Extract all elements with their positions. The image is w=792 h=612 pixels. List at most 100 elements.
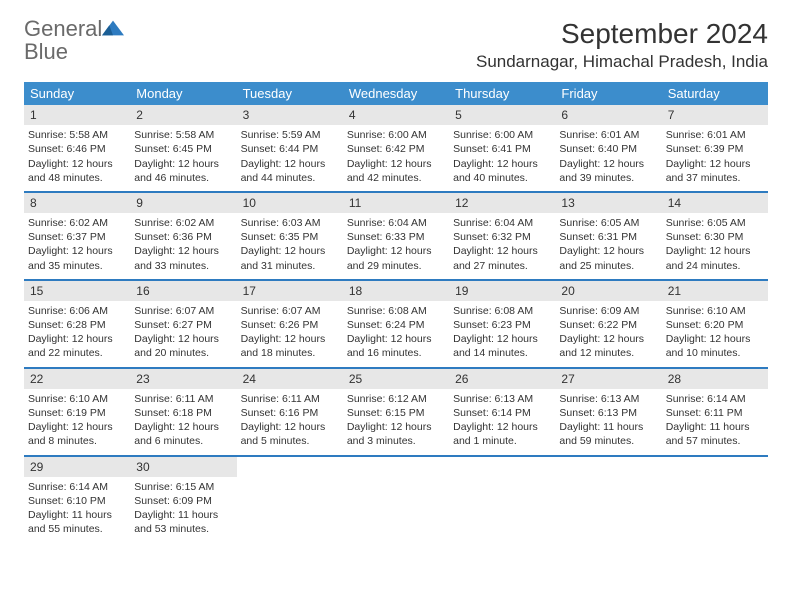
calendar-day-cell: 19 Sunrise: 6:08 AMSunset: 6:23 PMDayligh… — [449, 281, 555, 369]
calendar-week-row: 22 Sunrise: 6:10 AMSunset: 6:19 PMDayligh… — [24, 369, 768, 457]
calendar-day-cell: 24 Sunrise: 6:11 AMSunset: 6:16 PMDayligh… — [237, 369, 343, 457]
day-number: 26 — [449, 369, 555, 389]
day-number: 6 — [555, 105, 661, 125]
calendar-day-cell: 27 Sunrise: 6:13 AMSunset: 6:13 PMDayligh… — [555, 369, 661, 457]
day-number: 18 — [343, 281, 449, 301]
day-number: 19 — [449, 281, 555, 301]
calendar-day-cell: 4 Sunrise: 6:00 AMSunset: 6:42 PMDaylight… — [343, 105, 449, 193]
day-number: 21 — [662, 281, 768, 301]
calendar-day-cell: 25 Sunrise: 6:12 AMSunset: 6:15 PMDayligh… — [343, 369, 449, 457]
calendar-day-cell: 1 Sunrise: 5:58 AMSunset: 6:46 PMDaylight… — [24, 105, 130, 193]
calendar-day-cell: 17 Sunrise: 6:07 AMSunset: 6:26 PMDayligh… — [237, 281, 343, 369]
calendar-week-row: 8 Sunrise: 6:02 AMSunset: 6:37 PMDaylight… — [24, 193, 768, 281]
calendar-day-cell: 21 Sunrise: 6:10 AMSunset: 6:20 PMDayligh… — [662, 281, 768, 369]
day-number: 5 — [449, 105, 555, 125]
day-of-week-header: Thursday — [449, 82, 555, 105]
day-details: Sunrise: 5:58 AMSunset: 6:45 PMDaylight:… — [134, 128, 232, 185]
calendar-day-cell: 8 Sunrise: 6:02 AMSunset: 6:37 PMDaylight… — [24, 193, 130, 281]
day-details: Sunrise: 6:08 AMSunset: 6:23 PMDaylight:… — [453, 304, 551, 361]
day-of-week-header: Saturday — [662, 82, 768, 105]
day-number: 3 — [237, 105, 343, 125]
day-number: 12 — [449, 193, 555, 213]
day-number: 23 — [130, 369, 236, 389]
day-number: 22 — [24, 369, 130, 389]
calendar-day-cell: 6 Sunrise: 6:01 AMSunset: 6:40 PMDaylight… — [555, 105, 661, 193]
calendar-day-cell — [343, 457, 449, 543]
day-number: 29 — [24, 457, 130, 477]
day-number: 20 — [555, 281, 661, 301]
day-details: Sunrise: 6:01 AMSunset: 6:40 PMDaylight:… — [559, 128, 657, 185]
day-of-week-header: Tuesday — [237, 82, 343, 105]
header: General Blue September 2024 Sundarnagar,… — [24, 18, 768, 72]
day-number: 1 — [24, 105, 130, 125]
calendar-day-cell: 2 Sunrise: 5:58 AMSunset: 6:45 PMDaylight… — [130, 105, 236, 193]
day-details: Sunrise: 6:10 AMSunset: 6:19 PMDaylight:… — [28, 392, 126, 449]
day-details: Sunrise: 6:09 AMSunset: 6:22 PMDaylight:… — [559, 304, 657, 361]
day-details: Sunrise: 6:07 AMSunset: 6:27 PMDaylight:… — [134, 304, 232, 361]
calendar-day-cell: 3 Sunrise: 5:59 AMSunset: 6:44 PMDaylight… — [237, 105, 343, 193]
day-details: Sunrise: 6:03 AMSunset: 6:35 PMDaylight:… — [241, 216, 339, 273]
day-details: Sunrise: 6:00 AMSunset: 6:42 PMDaylight:… — [347, 128, 445, 185]
day-details: Sunrise: 6:00 AMSunset: 6:41 PMDaylight:… — [453, 128, 551, 185]
day-details: Sunrise: 6:11 AMSunset: 6:16 PMDaylight:… — [241, 392, 339, 449]
calendar-day-cell: 16 Sunrise: 6:07 AMSunset: 6:27 PMDayligh… — [130, 281, 236, 369]
day-details: Sunrise: 6:05 AMSunset: 6:31 PMDaylight:… — [559, 216, 657, 273]
day-details: Sunrise: 5:59 AMSunset: 6:44 PMDaylight:… — [241, 128, 339, 185]
calendar-day-cell — [662, 457, 768, 543]
day-details: Sunrise: 6:12 AMSunset: 6:15 PMDaylight:… — [347, 392, 445, 449]
day-number: 11 — [343, 193, 449, 213]
calendar-day-cell — [449, 457, 555, 543]
day-number: 30 — [130, 457, 236, 477]
day-details: Sunrise: 6:10 AMSunset: 6:20 PMDaylight:… — [666, 304, 764, 361]
brand-name-b: Blue — [24, 39, 68, 64]
calendar-day-cell: 13Sunrise: 6:05 AMSunset: 6:31 PMDayligh… — [555, 193, 661, 281]
day-number: 8 — [24, 193, 130, 213]
day-details: Sunrise: 6:15 AMSunset: 6:09 PMDaylight:… — [134, 480, 232, 537]
day-details: Sunrise: 6:07 AMSunset: 6:26 PMDaylight:… — [241, 304, 339, 361]
day-details: Sunrise: 6:13 AMSunset: 6:14 PMDaylight:… — [453, 392, 551, 449]
month-title: September 2024 — [476, 18, 768, 50]
calendar-day-cell: 28 Sunrise: 6:14 AMSunset: 6:11 PMDayligh… — [662, 369, 768, 457]
calendar-day-cell: 7Sunrise: 6:01 AMSunset: 6:39 PMDaylight… — [662, 105, 768, 193]
day-number: 27 — [555, 369, 661, 389]
day-number: 28 — [662, 369, 768, 389]
calendar-day-cell — [555, 457, 661, 543]
location: Sundarnagar, Himachal Pradesh, India — [476, 52, 768, 72]
day-details: Sunrise: 6:01 AMSunset: 6:39 PMDaylight:… — [666, 128, 764, 185]
day-number: 24 — [237, 369, 343, 389]
day-number: 16 — [130, 281, 236, 301]
day-number: 2 — [130, 105, 236, 125]
calendar-day-cell — [237, 457, 343, 543]
day-number: 4 — [343, 105, 449, 125]
day-of-week-header: Wednesday — [343, 82, 449, 105]
day-details: Sunrise: 6:02 AMSunset: 6:36 PMDaylight:… — [134, 216, 232, 273]
brand-logo: General Blue — [24, 18, 124, 64]
day-number: 10 — [237, 193, 343, 213]
day-details: Sunrise: 6:08 AMSunset: 6:24 PMDaylight:… — [347, 304, 445, 361]
title-block: September 2024 Sundarnagar, Himachal Pra… — [476, 18, 768, 72]
day-of-week-header: Monday — [130, 82, 236, 105]
calendar-day-cell: 12Sunrise: 6:04 AMSunset: 6:32 PMDayligh… — [449, 193, 555, 281]
calendar-week-row: 15Sunrise: 6:06 AMSunset: 6:28 PMDayligh… — [24, 281, 768, 369]
calendar-week-row: 29Sunrise: 6:14 AMSunset: 6:10 PMDayligh… — [24, 457, 768, 543]
day-of-week-header: Sunday — [24, 82, 130, 105]
calendar-day-cell: 29Sunrise: 6:14 AMSunset: 6:10 PMDayligh… — [24, 457, 130, 543]
brand-name-a: General — [24, 16, 102, 41]
calendar-table: SundayMondayTuesdayWednesdayThursdayFrid… — [24, 82, 768, 542]
calendar-day-cell: 23 Sunrise: 6:11 AMSunset: 6:18 PMDayligh… — [130, 369, 236, 457]
day-details: Sunrise: 6:14 AMSunset: 6:11 PMDaylight:… — [666, 392, 764, 449]
calendar-day-cell: 10 Sunrise: 6:03 AMSunset: 6:35 PMDayligh… — [237, 193, 343, 281]
day-details: Sunrise: 6:13 AMSunset: 6:13 PMDaylight:… — [559, 392, 657, 449]
day-number: 14 — [662, 193, 768, 213]
day-details: Sunrise: 6:02 AMSunset: 6:37 PMDaylight:… — [28, 216, 126, 273]
day-number: 17 — [237, 281, 343, 301]
calendar-day-cell: 14Sunrise: 6:05 AMSunset: 6:30 PMDayligh… — [662, 193, 768, 281]
day-of-week-row: SundayMondayTuesdayWednesdayThursdayFrid… — [24, 82, 768, 105]
day-details: Sunrise: 6:11 AMSunset: 6:18 PMDaylight:… — [134, 392, 232, 449]
day-details: Sunrise: 5:58 AMSunset: 6:46 PMDaylight:… — [28, 128, 126, 185]
calendar-day-cell: 9 Sunrise: 6:02 AMSunset: 6:36 PMDaylight… — [130, 193, 236, 281]
calendar-day-cell: 18 Sunrise: 6:08 AMSunset: 6:24 PMDayligh… — [343, 281, 449, 369]
day-number: 9 — [130, 193, 236, 213]
day-number: 25 — [343, 369, 449, 389]
day-details: Sunrise: 6:04 AMSunset: 6:33 PMDaylight:… — [347, 216, 445, 273]
